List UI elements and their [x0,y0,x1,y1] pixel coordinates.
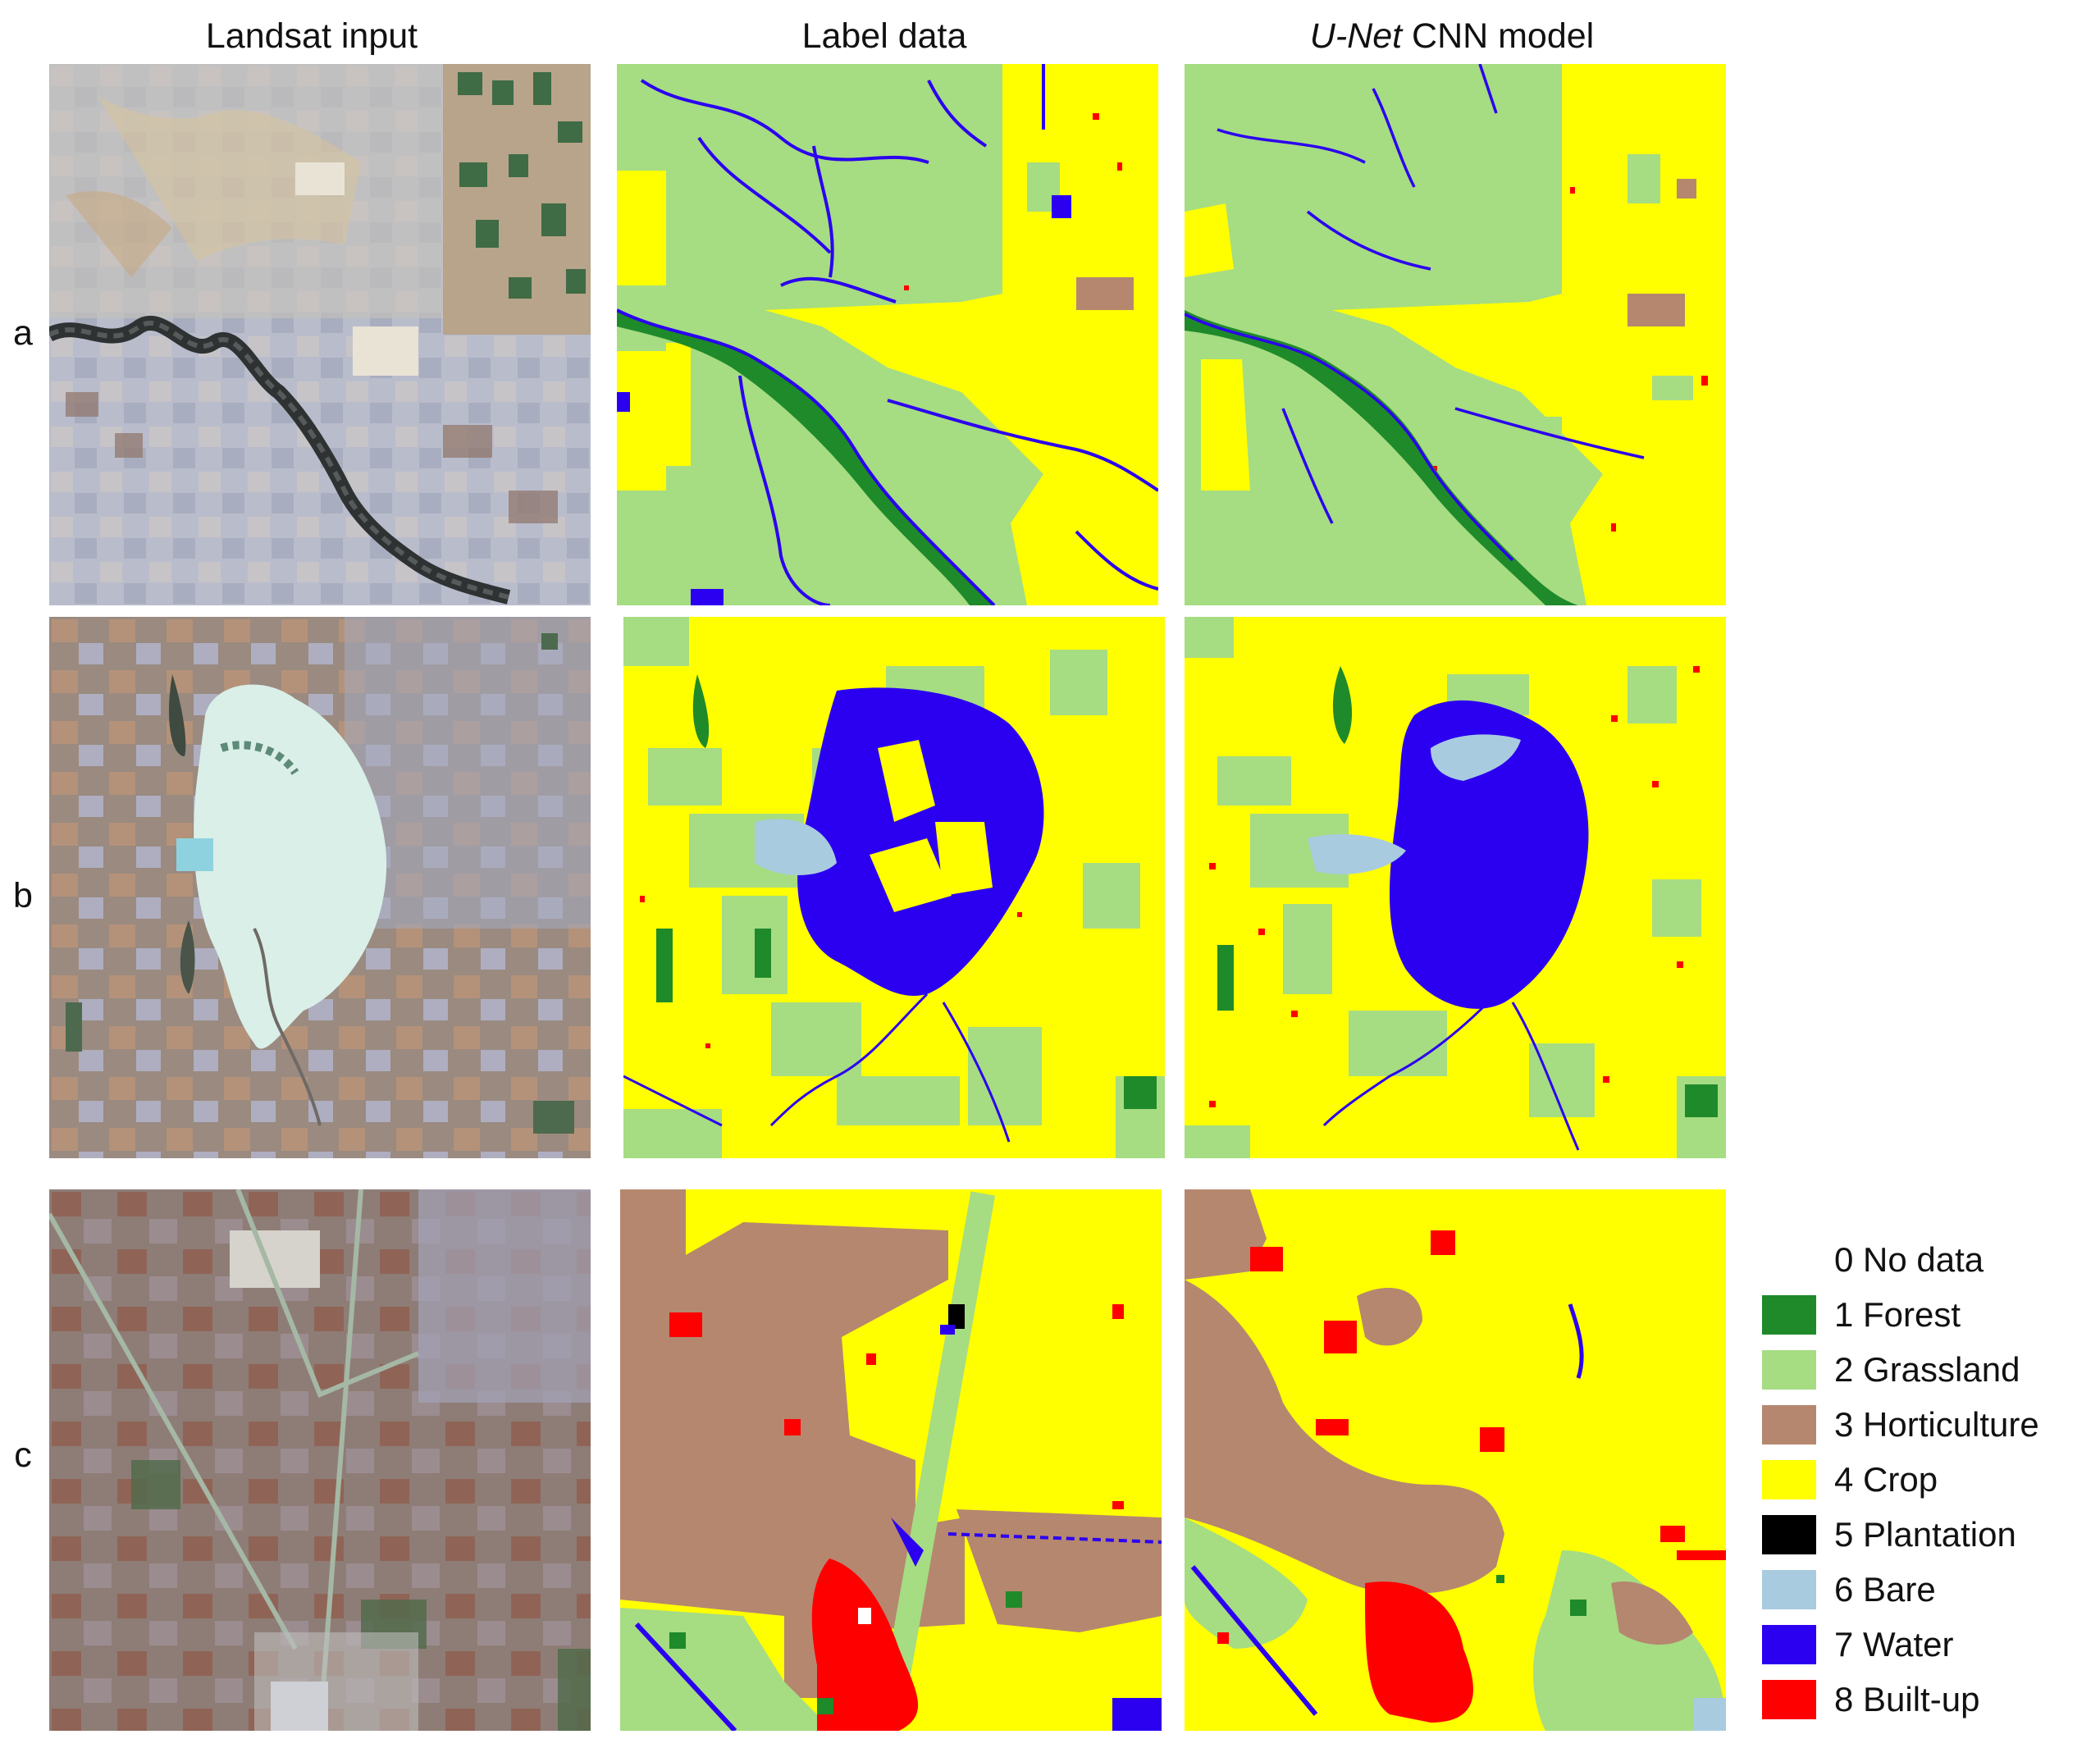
legend-item-bare: 6 Bare [1762,1567,2100,1613]
legend-swatch-bare [1762,1570,1816,1609]
legend-swatch-water [1762,1625,1816,1664]
legend-swatch-crop [1762,1460,1816,1499]
legend-item-built-up: 8 Built-up [1762,1677,2100,1723]
row-label-b: b [13,876,33,915]
column-title-landsat: Landsat input [205,16,418,56]
legend-label-water: 7 Water [1834,1625,1954,1664]
legend-swatch-forest [1762,1295,1816,1335]
legend-label-forest: 1 Forest [1834,1295,1961,1334]
label-map-a [617,64,1158,605]
legend-label-horticulture: 3 Horticulture [1834,1405,2039,1444]
legend-label-bare: 6 Bare [1834,1570,1936,1609]
landsat-image-b [49,617,591,1158]
legend-swatch-no-data [1762,1240,1816,1280]
unet-map-b [1185,617,1726,1158]
unet-map-c [1185,1189,1726,1731]
label-map-b [623,617,1165,1158]
legend-item-plantation: 5 Plantation [1762,1512,2100,1558]
legend-swatch-plantation [1762,1515,1816,1554]
legend-swatch-horticulture [1762,1405,1816,1444]
landsat-image-a [49,64,591,605]
column-title-unet-italic: U-Net [1309,16,1403,56]
legend-item-no-data: 0 No data [1762,1237,2100,1283]
legend-item-forest: 1 Forest [1762,1292,2100,1338]
legend-swatch-grassland [1762,1350,1816,1390]
unet-map-a [1185,64,1726,605]
legend-item-grassland: 2 Grassland [1762,1347,2100,1393]
legend-swatch-built-up [1762,1680,1816,1719]
legend-label-crop: 4 Crop [1834,1460,1938,1499]
column-title-unet: U-Net CNN model [1181,11,1723,61]
legend-label-no-data: 0 No data [1834,1240,1984,1279]
column-title-label-data: Label data [801,16,967,56]
row-label-c: c [14,1435,32,1475]
legend-item-crop: 4 Crop [1762,1457,2100,1503]
legend-label-grassland: 2 Grassland [1834,1350,2020,1389]
legend-label-plantation: 5 Plantation [1834,1515,2016,1554]
legend-item-horticulture: 3 Horticulture [1762,1402,2100,1448]
landsat-image-c [49,1189,591,1731]
legend-item-water: 7 Water [1762,1622,2100,1668]
column-title-unet-rest: CNN model [1402,16,1595,56]
legend-label-built-up: 8 Built-up [1834,1680,1980,1718]
label-map-c [620,1189,1162,1731]
row-label-a: a [13,313,33,353]
